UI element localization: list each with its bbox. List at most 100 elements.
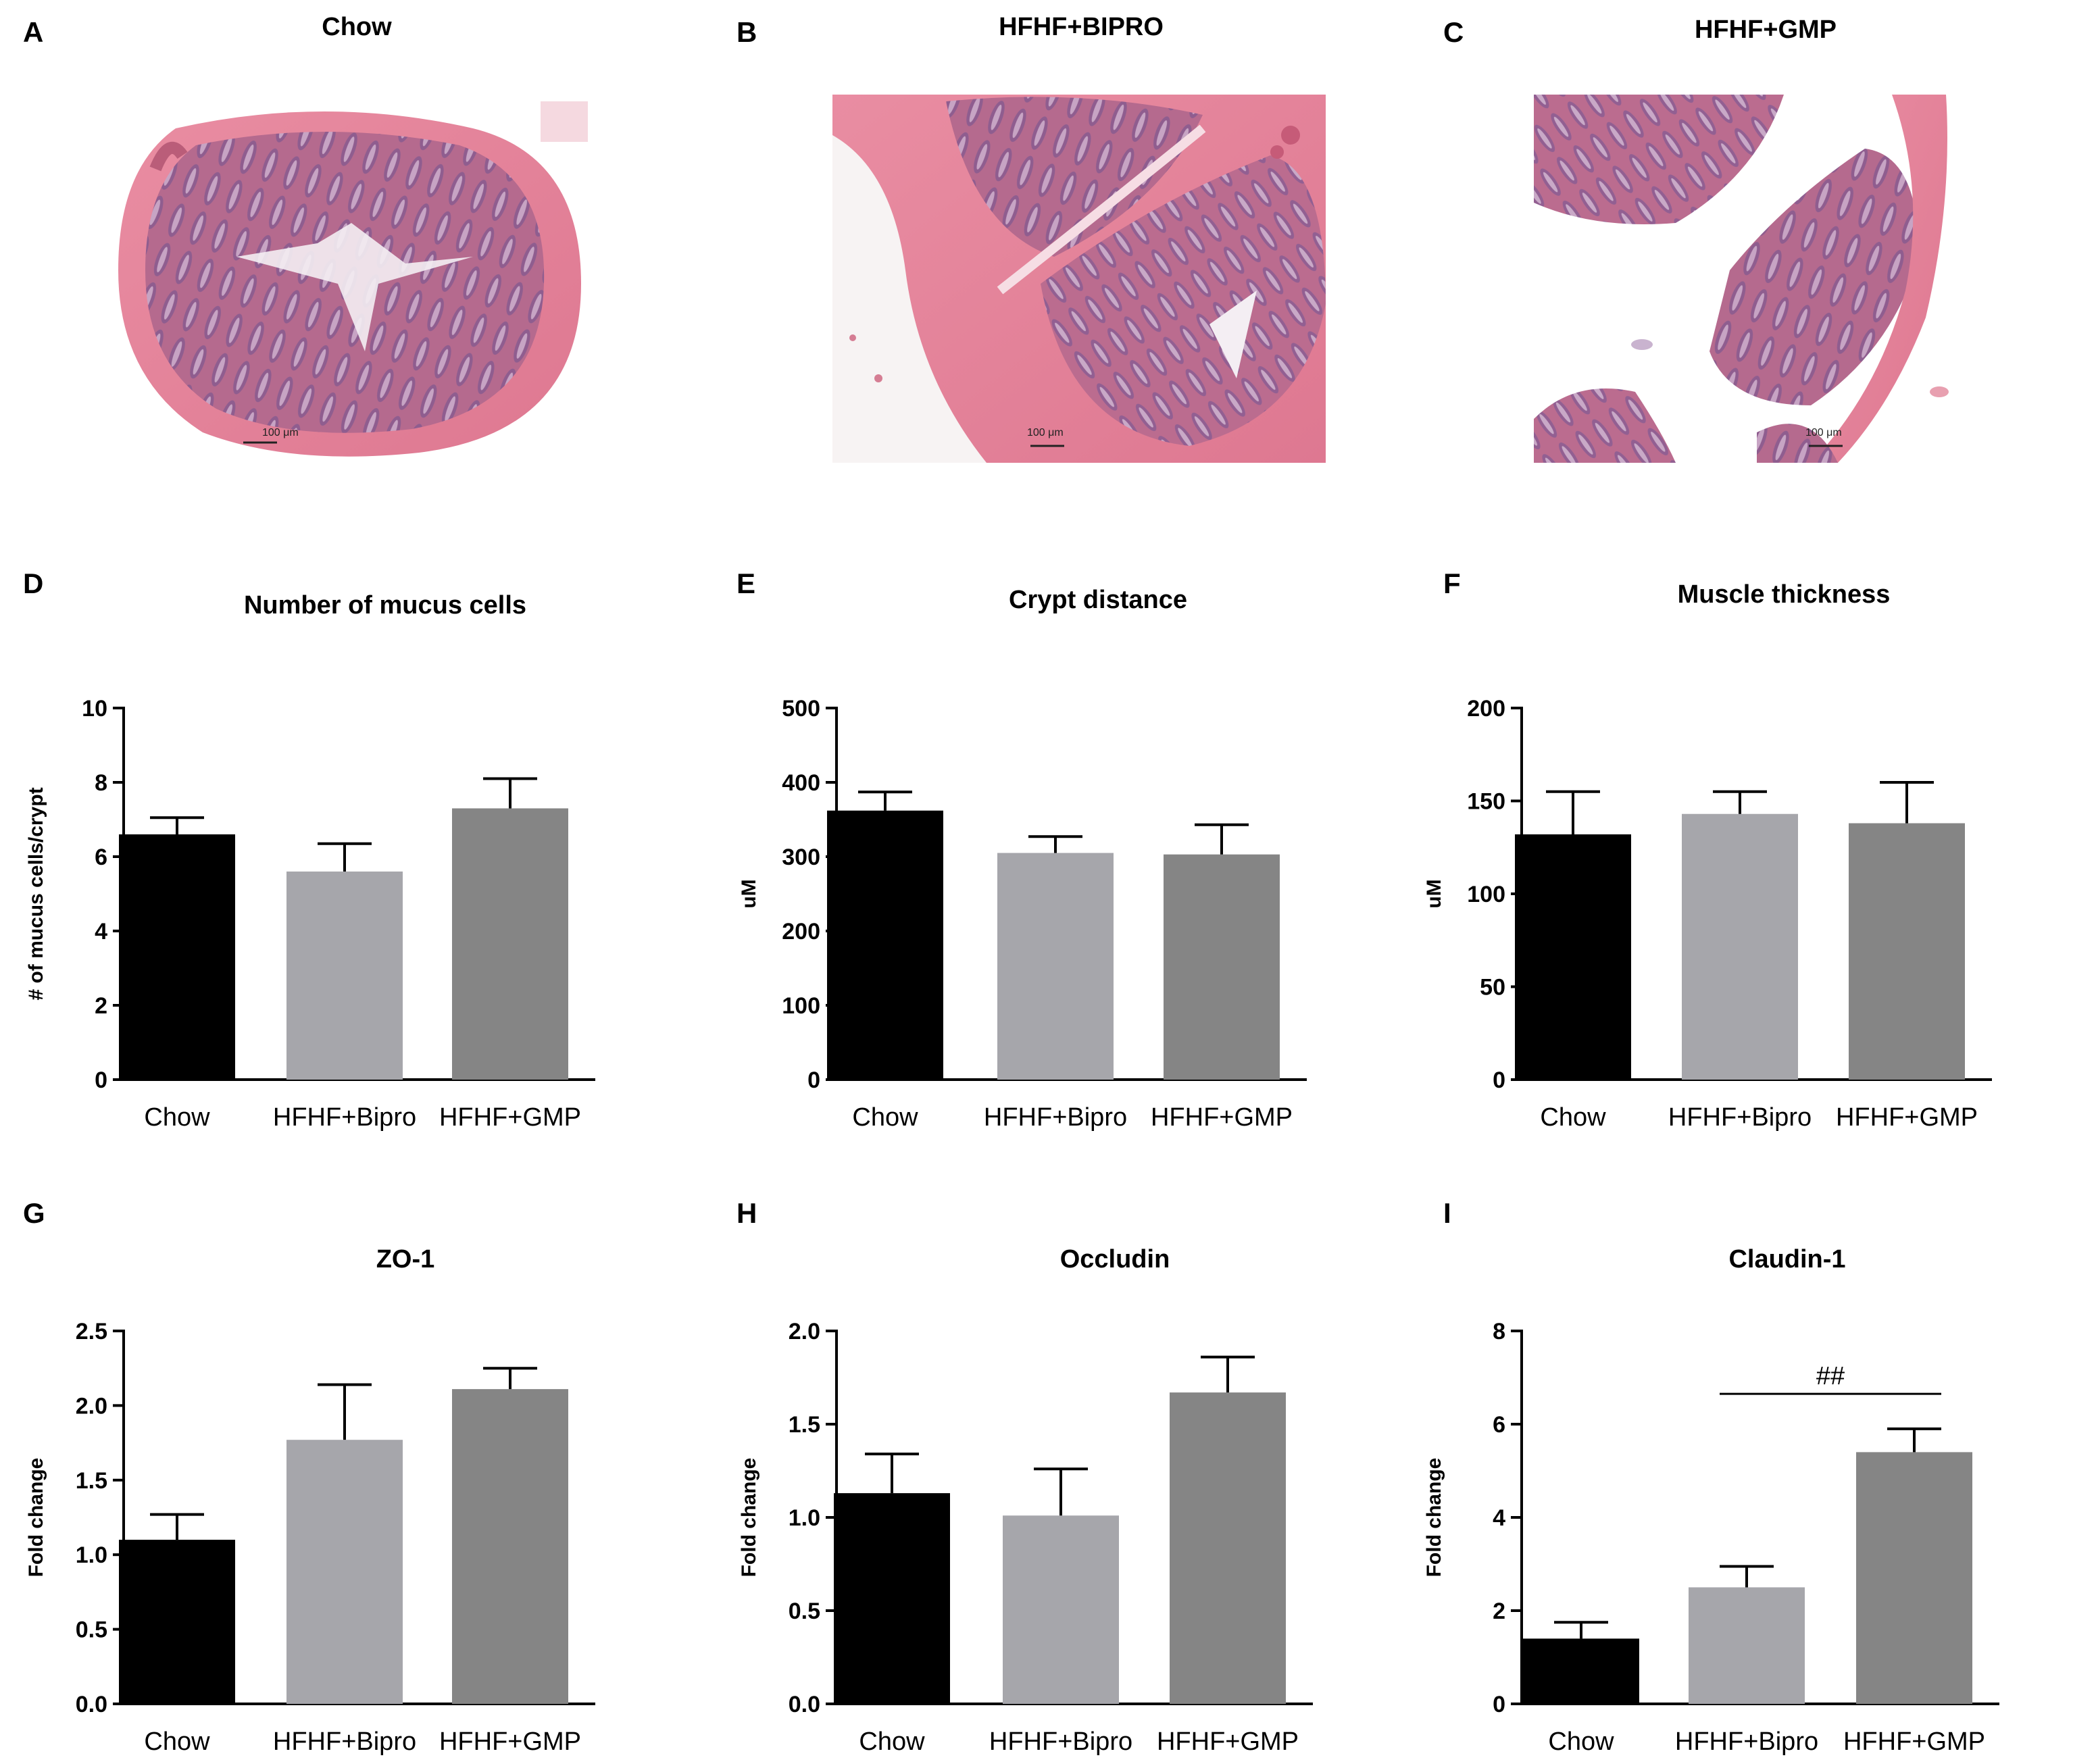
bar bbox=[119, 834, 235, 1080]
category-label: Chow bbox=[144, 1728, 210, 1756]
bar bbox=[834, 1493, 950, 1704]
y-axis-label: uM bbox=[1423, 879, 1445, 908]
category-label: Chow bbox=[1540, 1103, 1606, 1132]
bar bbox=[452, 808, 568, 1080]
histology-panel-b: B HFHF+BIPRO 100 μm bbox=[737, 13, 1326, 463]
y-tick-label: 8 bbox=[95, 770, 107, 796]
y-tick-label: 1.5 bbox=[789, 1412, 820, 1438]
y-tick-label: 2 bbox=[95, 993, 107, 1019]
y-axis-label: Fold change bbox=[25, 1458, 47, 1578]
y-tick-label: 400 bbox=[782, 770, 820, 796]
y-tick-label: 200 bbox=[782, 919, 820, 944]
y-tick-label: 300 bbox=[782, 845, 820, 870]
category-label: HFHF+Bipro bbox=[273, 1728, 416, 1756]
y-tick-label: 0 bbox=[95, 1067, 107, 1093]
bar bbox=[286, 872, 403, 1080]
panel-label: F bbox=[1443, 568, 1461, 599]
y-axis-label: # of mucus cells/crypt bbox=[25, 787, 47, 1000]
panel-label: D bbox=[23, 568, 43, 599]
category-label: HFHF+GMP bbox=[439, 1103, 581, 1132]
panel-label-c: C bbox=[1443, 16, 1464, 48]
y-tick-label: 0.5 bbox=[76, 1617, 107, 1643]
bar bbox=[997, 853, 1114, 1080]
panel-label: H bbox=[737, 1197, 757, 1229]
chart-title: Claudin-1 bbox=[1728, 1245, 1845, 1274]
scale-bar-label-a: 100 μm bbox=[262, 427, 299, 438]
bar bbox=[1689, 1587, 1805, 1704]
chart-title: Muscle thickness bbox=[1678, 580, 1891, 609]
significance-label: ## bbox=[1816, 1362, 1845, 1390]
y-tick-label: 0.0 bbox=[76, 1692, 107, 1717]
bar bbox=[286, 1440, 403, 1704]
y-axis-label: Fold change bbox=[738, 1458, 760, 1578]
y-tick-label: 1.5 bbox=[76, 1468, 107, 1494]
panel-label: E bbox=[737, 568, 755, 599]
chart-i: I Claudin-1 0 2 4 6 8 Fold change Chow HFHF+Bipro… bbox=[1423, 1197, 1999, 1756]
category-label: HFHF+GMP bbox=[439, 1728, 581, 1756]
bar bbox=[827, 810, 943, 1080]
y-tick-label: 10 bbox=[82, 696, 107, 722]
panel-label: G bbox=[23, 1197, 45, 1229]
chart-h: H Occludin 0.0 0.5 1.0 1.5 2.0 Fold change Chow H… bbox=[737, 1197, 1313, 1756]
chart-d: D Number of mucus cells 0 2 4 6 8 10 # of mucus … bbox=[23, 568, 595, 1132]
histology-image-hfhf-bipro: 100 μm bbox=[832, 95, 1326, 463]
histology-title-b: HFHF+BIPRO bbox=[999, 13, 1164, 41]
y-tick-label: 2.5 bbox=[76, 1319, 107, 1344]
histology-image-chow: 100 μm bbox=[111, 101, 588, 463]
y-tick-label: 1.0 bbox=[76, 1542, 107, 1568]
scale-bar-label-c: 100 μm bbox=[1805, 427, 1842, 438]
chart-title: ZO-1 bbox=[376, 1245, 435, 1274]
bar bbox=[1515, 834, 1631, 1080]
y-axis-label: uM bbox=[738, 879, 760, 908]
y-tick-label: 2.0 bbox=[789, 1319, 820, 1344]
category-label: HFHF+Bipro bbox=[984, 1103, 1127, 1132]
chart-g: G ZO-1 0.0 0.5 1.0 1.5 2.0 2.5 Fold change Chow HF… bbox=[23, 1197, 595, 1756]
bar bbox=[1849, 823, 1965, 1080]
charts: D Number of mucus cells 0 2 4 6 8 10 # of mucus … bbox=[23, 568, 1999, 1756]
y-tick-label: 100 bbox=[782, 993, 820, 1019]
y-tick-label: 0 bbox=[807, 1067, 820, 1093]
histology-panel-c: C HFHF+GMP 100 μm bbox=[1443, 16, 2027, 463]
y-tick-label: 8 bbox=[1493, 1319, 1505, 1344]
y-tick-label: 0 bbox=[1493, 1067, 1505, 1093]
category-label: Chow bbox=[144, 1103, 210, 1132]
category-label: HFHF+Bipro bbox=[1668, 1103, 1812, 1132]
category-label: Chow bbox=[859, 1728, 925, 1756]
category-label: HFHF+Bipro bbox=[1675, 1728, 1818, 1756]
y-tick-label: 6 bbox=[1493, 1412, 1505, 1438]
bar bbox=[1170, 1392, 1286, 1704]
y-tick-label: 0.5 bbox=[789, 1598, 820, 1624]
y-tick-label: 1.0 bbox=[789, 1505, 820, 1531]
bar bbox=[1856, 1452, 1972, 1704]
panel-label: I bbox=[1443, 1197, 1451, 1229]
histology-panel-a: A Chow 100 μm bbox=[23, 13, 588, 463]
category-label: HFHF+GMP bbox=[1157, 1728, 1299, 1756]
category-label: HFHF+Bipro bbox=[273, 1103, 416, 1132]
histology-title-c: HFHF+GMP bbox=[1695, 16, 1837, 44]
scale-bar-label-b: 100 μm bbox=[1027, 427, 1064, 438]
y-tick-label: 4 bbox=[1493, 1505, 1505, 1531]
histology-title-a: Chow bbox=[322, 13, 392, 41]
category-label: HFHF+GMP bbox=[1836, 1103, 1978, 1132]
y-tick-label: 150 bbox=[1467, 789, 1505, 815]
y-tick-label: 2 bbox=[1493, 1598, 1505, 1624]
y-tick-label: 6 bbox=[95, 845, 107, 870]
chart-title: Number of mucus cells bbox=[244, 591, 526, 620]
bar bbox=[1003, 1515, 1119, 1704]
category-label: HFHF+GMP bbox=[1843, 1728, 1985, 1756]
panel-label-a: A bbox=[23, 16, 43, 48]
chart-title: Occludin bbox=[1060, 1245, 1170, 1274]
y-tick-label: 4 bbox=[95, 919, 107, 944]
bar bbox=[452, 1389, 568, 1704]
y-tick-label: 2.0 bbox=[76, 1393, 107, 1419]
bar bbox=[1164, 854, 1280, 1080]
chart-title: Crypt distance bbox=[1009, 586, 1187, 614]
category-label: Chow bbox=[1548, 1728, 1614, 1756]
bar bbox=[1523, 1638, 1639, 1704]
y-axis-label: Fold change bbox=[1423, 1458, 1445, 1578]
category-label: HFHF+GMP bbox=[1151, 1103, 1293, 1132]
bar bbox=[1682, 813, 1798, 1080]
y-tick-label: 50 bbox=[1480, 975, 1505, 1001]
chart-e: E Crypt distance 0 100 200 300 400 500 uM Chow HFH… bbox=[737, 568, 1307, 1132]
